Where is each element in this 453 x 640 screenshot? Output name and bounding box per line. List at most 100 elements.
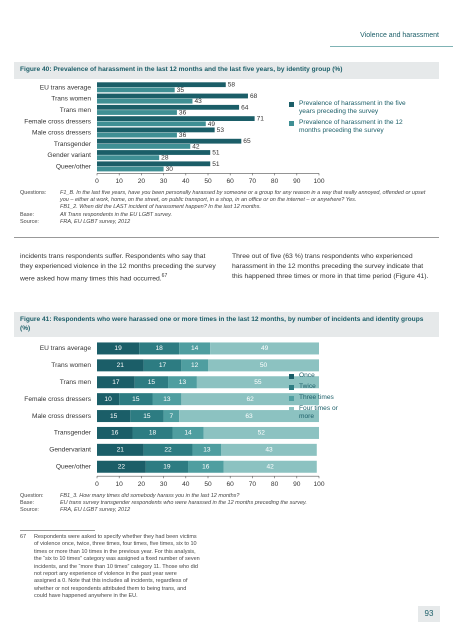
- x-tick-label: 100: [313, 481, 324, 488]
- x-tick-label: 60: [227, 178, 235, 185]
- note-row: Questions: F1_B. In the last five years, …: [20, 190, 435, 212]
- figure-title: Figure 41: Respondents who were harassed…: [14, 312, 439, 337]
- bar: [97, 82, 226, 88]
- legend-swatch: [289, 102, 294, 107]
- legend-swatch: [289, 385, 294, 390]
- data-label: 63: [245, 413, 253, 420]
- data-label: 43: [265, 447, 273, 454]
- legend-item: Three times: [289, 394, 339, 402]
- data-label: 22: [118, 464, 126, 471]
- data-label: 14: [191, 345, 199, 352]
- data-label: 19: [114, 345, 122, 352]
- note-text: FB1_3. How many times did somebody haras…: [60, 493, 240, 499]
- bar-segment: [188, 460, 224, 473]
- data-label: 13: [203, 447, 211, 454]
- bar: [97, 127, 215, 133]
- note-text-block: All Trans respondents in the EU LGBT sur…: [60, 212, 172, 219]
- data-label: 17: [159, 362, 167, 369]
- footnote-ref: 67: [161, 272, 168, 279]
- category-label: Female cross dressers: [24, 118, 91, 125]
- data-label: 35: [177, 87, 185, 94]
- category-label: Queer/other: [56, 464, 92, 471]
- bar-segment: [97, 443, 144, 456]
- bar-segment: [97, 410, 131, 423]
- data-label: 36: [179, 132, 187, 139]
- bar: [97, 166, 164, 172]
- category-label: Male cross dressers: [32, 413, 92, 420]
- x-tick-label: 30: [160, 178, 168, 185]
- bar-segment: [179, 342, 211, 355]
- bar-segment: [145, 460, 189, 473]
- bar: [97, 87, 175, 93]
- bar-segment: [97, 426, 133, 439]
- data-label: 14: [184, 430, 192, 437]
- data-label: 30: [166, 166, 174, 173]
- data-label: 53: [217, 127, 225, 134]
- bar-segment: [210, 342, 319, 355]
- figure-notes: Question: FB1_3. How many times did someb…: [20, 493, 435, 515]
- x-tick-label: 50: [204, 178, 212, 185]
- bar: [97, 98, 193, 104]
- legend-label: Prevalence of harassment in the five yea…: [299, 100, 406, 115]
- bar-segment: [163, 410, 180, 423]
- x-tick-label: 20: [138, 178, 146, 185]
- data-label: 15: [132, 396, 140, 403]
- note-text: All Trans respondents in the EU LGBT sur…: [60, 211, 172, 218]
- x-tick-label: 100: [313, 178, 324, 185]
- legend-item: Twice: [289, 383, 339, 391]
- note-row: Base: EU trans survey transgender respond…: [20, 500, 435, 507]
- note-label: Source:: [20, 507, 39, 514]
- bar: [97, 155, 160, 161]
- data-label: 42: [266, 464, 274, 471]
- data-label: 19: [163, 464, 171, 471]
- note-label: Base:: [20, 211, 35, 218]
- legend-swatch: [289, 396, 294, 401]
- x-tick-label: 0: [95, 481, 99, 488]
- category-label: Trans men: [60, 379, 92, 386]
- category-label: Female cross dressers: [24, 396, 91, 403]
- x-tick-label: 40: [182, 481, 190, 488]
- bar-segment: [181, 393, 319, 406]
- x-tick-label: 70: [249, 178, 257, 185]
- data-label: 28: [161, 155, 169, 162]
- x-tick-label: 40: [182, 178, 190, 185]
- data-label: 52: [258, 430, 266, 437]
- data-label: 18: [149, 430, 157, 437]
- bar-segment: [97, 376, 135, 389]
- bar: [97, 110, 177, 115]
- data-label: 16: [111, 430, 119, 437]
- category-label: EU trans average: [40, 345, 92, 352]
- x-tick-label: 20: [138, 481, 146, 488]
- category-label: Queer/other: [56, 164, 92, 171]
- category-label: Trans women: [51, 96, 91, 103]
- paragraph: Three out of five (63 %) trans responden…: [232, 253, 429, 280]
- header-rule: [330, 46, 453, 47]
- note-label: Base:: [20, 500, 35, 507]
- data-label: 18: [155, 345, 163, 352]
- x-tick-label: 80: [271, 481, 279, 488]
- bar: [97, 138, 242, 144]
- footnote-rule: [20, 530, 95, 531]
- bar: [97, 150, 211, 155]
- page-number: 93: [418, 606, 440, 622]
- note-row: Source: FRA, EU LGBT survey, 2012: [20, 219, 435, 226]
- bar: [97, 104, 240, 110]
- x-tick-label: 10: [116, 178, 124, 185]
- note-text-block: FRA, EU LGBT survey, 2012: [60, 507, 130, 514]
- bar: [97, 116, 255, 121]
- bar-segment: [134, 376, 169, 389]
- data-label: 43: [194, 98, 202, 105]
- legend-item: Once: [289, 372, 339, 380]
- bar-segment: [97, 342, 140, 355]
- bar: [97, 93, 248, 99]
- data-label: 13: [163, 396, 171, 403]
- footnote: 67 Respondents were asked to specify whet…: [20, 534, 200, 601]
- legend-swatch: [289, 374, 294, 379]
- legend-label: Prevalence of harassment in the 12 month…: [299, 119, 403, 134]
- category-label: Gendervariant: [49, 447, 91, 454]
- x-tick-label: 60: [227, 481, 235, 488]
- figure-title: Figure 40: Prevalence of harassment in t…: [14, 62, 439, 79]
- chart: EU trans average 19 18 14 49 Trans women 21 17 1…: [24, 342, 325, 488]
- note-text: FRA, EU LGBT survey, 2012: [60, 507, 131, 514]
- section-title: Violence and harassment: [360, 32, 439, 39]
